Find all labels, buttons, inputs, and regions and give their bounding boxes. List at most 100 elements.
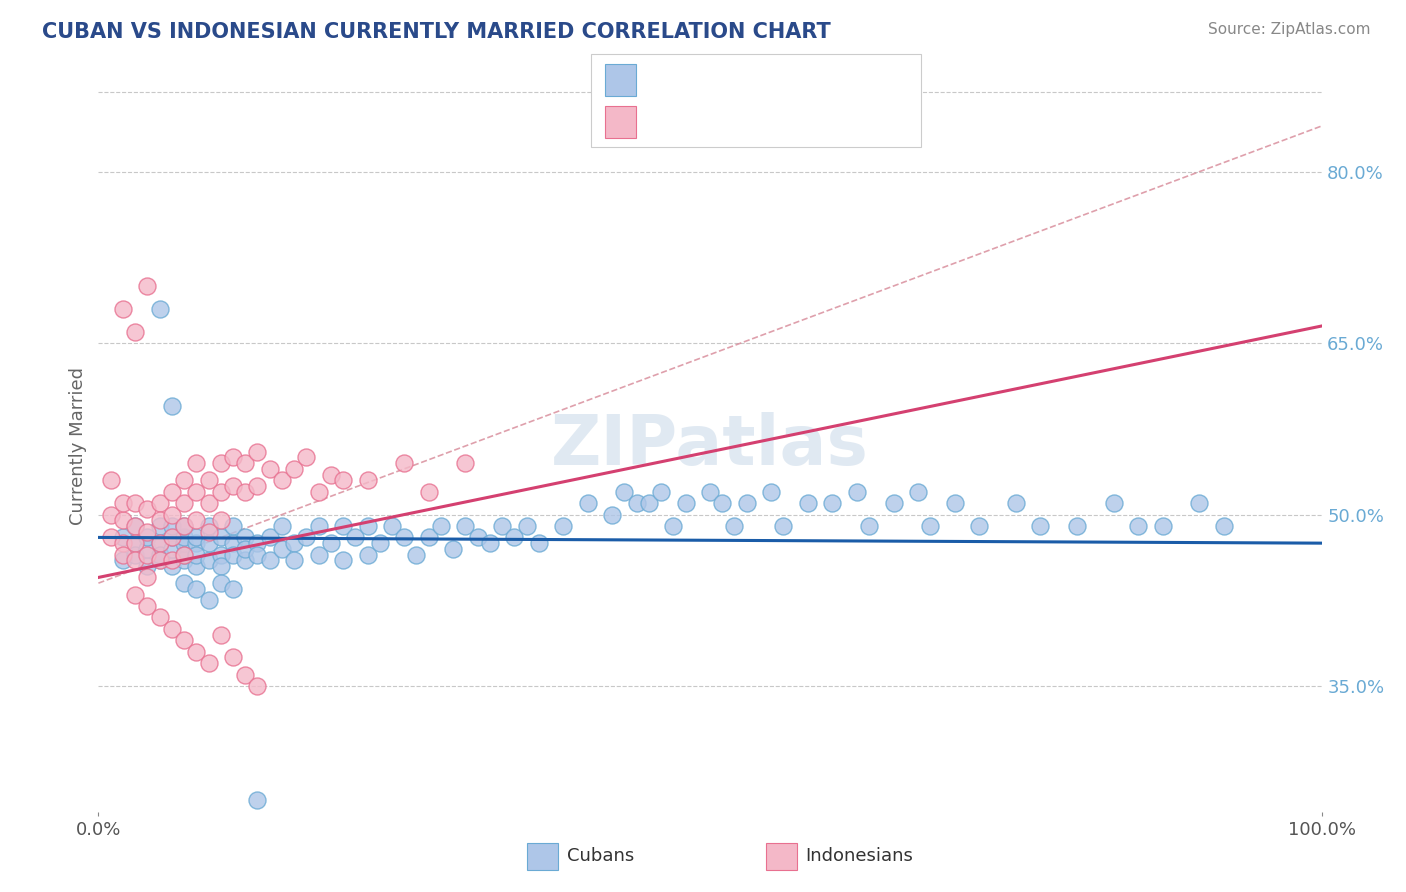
- Point: [711, 496, 734, 510]
- Point: [467, 530, 489, 544]
- Point: [186, 484, 208, 499]
- Point: [160, 519, 183, 533]
- Point: [943, 496, 966, 510]
- Point: [160, 559, 183, 574]
- Point: [186, 582, 208, 596]
- Point: [149, 301, 172, 316]
- Point: [100, 530, 122, 544]
- Point: [503, 530, 526, 544]
- Text: Cubans: Cubans: [567, 847, 634, 865]
- Point: [246, 679, 269, 693]
- Point: [308, 548, 330, 562]
- Point: [136, 548, 159, 562]
- Point: [136, 599, 159, 613]
- Point: [233, 667, 256, 681]
- Point: [111, 301, 134, 316]
- Point: [368, 536, 391, 550]
- Point: [209, 530, 232, 544]
- Point: [246, 479, 269, 493]
- Point: [197, 536, 219, 550]
- Point: [124, 548, 146, 562]
- Point: [308, 519, 330, 533]
- Point: [197, 656, 219, 670]
- Point: [613, 484, 636, 499]
- Text: ZIPatlas: ZIPatlas: [551, 412, 869, 480]
- Point: [197, 593, 219, 607]
- Point: [1066, 519, 1088, 533]
- Point: [209, 513, 232, 527]
- Point: [136, 279, 159, 293]
- Y-axis label: Currently Married: Currently Married: [69, 367, 87, 525]
- Point: [149, 513, 172, 527]
- Point: [319, 467, 342, 482]
- Point: [222, 479, 245, 493]
- Point: [308, 484, 330, 499]
- Point: [527, 536, 550, 550]
- Point: [883, 496, 905, 510]
- Point: [259, 530, 281, 544]
- Point: [699, 484, 721, 499]
- Point: [233, 456, 256, 470]
- Text: CUBAN VS INDONESIAN CURRENTLY MARRIED CORRELATION CHART: CUBAN VS INDONESIAN CURRENTLY MARRIED CO…: [42, 22, 831, 42]
- Point: [149, 536, 172, 550]
- Point: [600, 508, 623, 522]
- Point: [295, 450, 318, 465]
- Point: [124, 519, 146, 533]
- Point: [136, 541, 159, 556]
- Point: [149, 519, 172, 533]
- Point: [270, 473, 294, 487]
- Point: [270, 541, 294, 556]
- Point: [222, 650, 245, 665]
- Point: [173, 519, 195, 533]
- Point: [246, 536, 269, 550]
- Point: [173, 536, 195, 550]
- Point: [111, 536, 134, 550]
- Point: [650, 484, 672, 499]
- Point: [356, 473, 378, 487]
- Point: [638, 496, 661, 510]
- Point: [418, 484, 440, 499]
- Point: [356, 548, 378, 562]
- Point: [124, 588, 146, 602]
- Point: [111, 496, 134, 510]
- Point: [209, 456, 232, 470]
- Point: [160, 508, 183, 522]
- Point: [1029, 519, 1052, 533]
- Point: [233, 541, 256, 556]
- Point: [209, 627, 232, 641]
- Point: [233, 553, 256, 567]
- Point: [222, 450, 245, 465]
- Point: [149, 496, 172, 510]
- Point: [761, 484, 783, 499]
- Point: [136, 570, 159, 584]
- Point: [136, 530, 159, 544]
- Point: [222, 582, 245, 596]
- Point: [675, 496, 697, 510]
- Point: [907, 484, 929, 499]
- Point: [270, 519, 294, 533]
- Point: [259, 462, 281, 476]
- Point: [149, 548, 172, 562]
- Point: [797, 496, 820, 510]
- Point: [344, 530, 367, 544]
- Point: [772, 519, 794, 533]
- Text: Source: ZipAtlas.com: Source: ZipAtlas.com: [1208, 22, 1371, 37]
- Point: [173, 473, 195, 487]
- Point: [111, 553, 134, 567]
- Point: [149, 536, 172, 550]
- Point: [100, 473, 122, 487]
- Point: [186, 530, 208, 544]
- Point: [405, 548, 427, 562]
- Point: [197, 496, 219, 510]
- Point: [111, 548, 134, 562]
- Point: [173, 548, 195, 562]
- Point: [124, 536, 146, 550]
- Point: [295, 530, 318, 544]
- Point: [186, 456, 208, 470]
- Point: [160, 530, 183, 544]
- Point: [920, 519, 942, 533]
- Text: Indonesians: Indonesians: [806, 847, 914, 865]
- Point: [149, 553, 172, 567]
- Point: [111, 513, 134, 527]
- Point: [858, 519, 880, 533]
